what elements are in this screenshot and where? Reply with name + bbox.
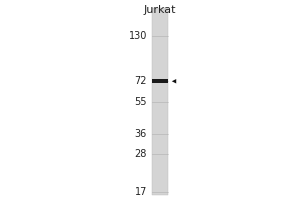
Text: 36: 36	[135, 129, 147, 139]
Text: 72: 72	[134, 76, 147, 86]
Text: Jurkat: Jurkat	[144, 5, 176, 15]
Text: 28: 28	[135, 149, 147, 159]
Text: 55: 55	[134, 97, 147, 107]
Text: 130: 130	[129, 31, 147, 41]
Text: 17: 17	[135, 187, 147, 197]
Bar	[152, 79, 168, 83]
Bar	[152, 8, 168, 195]
